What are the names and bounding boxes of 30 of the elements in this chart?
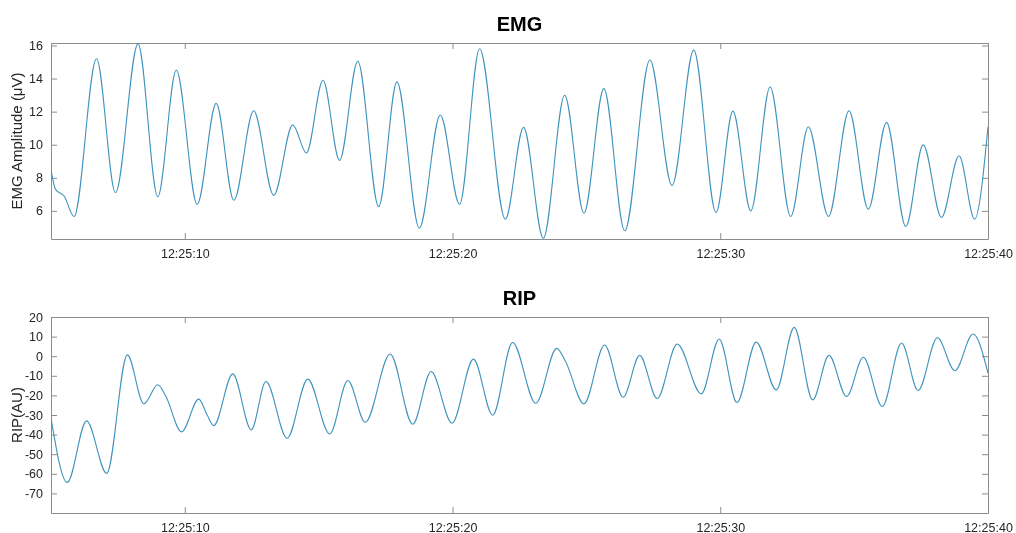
- y-tick-label: 16: [29, 38, 44, 53]
- y-tick-label: 10: [29, 330, 44, 345]
- y-tick-label: -50: [24, 447, 44, 462]
- y-tick-label: -10: [24, 369, 44, 384]
- line-series: [51, 326, 988, 483]
- y-tick-label: 12: [29, 105, 44, 120]
- y-tick-label: 14: [29, 72, 44, 87]
- y-tick-label: 20: [29, 310, 44, 325]
- y-tick-label: 6: [36, 204, 44, 219]
- y-tick-label: 0: [36, 349, 44, 364]
- x-tick-label: 12:25:10: [160, 246, 210, 261]
- y-tick-label: 10: [29, 138, 44, 153]
- chart-title: EMG: [496, 13, 543, 35]
- y-axis-title: RIP(AU): [8, 387, 25, 443]
- x-tick-label: 12:25:30: [696, 520, 746, 533]
- y-tick-label: -40: [24, 428, 44, 443]
- x-tick-label: 12:25:40: [964, 520, 1013, 533]
- y-axis-title: EMG Amplitude (μV): [8, 72, 25, 210]
- x-tick-label: 12:25:20: [428, 246, 478, 261]
- y-tick-label: -70: [24, 486, 44, 501]
- x-tick-label: 12:25:40: [964, 246, 1013, 261]
- chart-title: RIP: [502, 287, 537, 309]
- y-tick-label: 8: [36, 171, 44, 186]
- y-tick-label: -60: [24, 467, 44, 482]
- y-tick-label: -20: [24, 388, 44, 403]
- x-tick-label: 12:25:20: [428, 520, 478, 533]
- y-tick-label: -30: [24, 408, 44, 423]
- line-series: [51, 43, 988, 239]
- x-tick-label: 12:25:30: [696, 246, 746, 261]
- x-tick-label: 12:25:10: [160, 520, 210, 533]
